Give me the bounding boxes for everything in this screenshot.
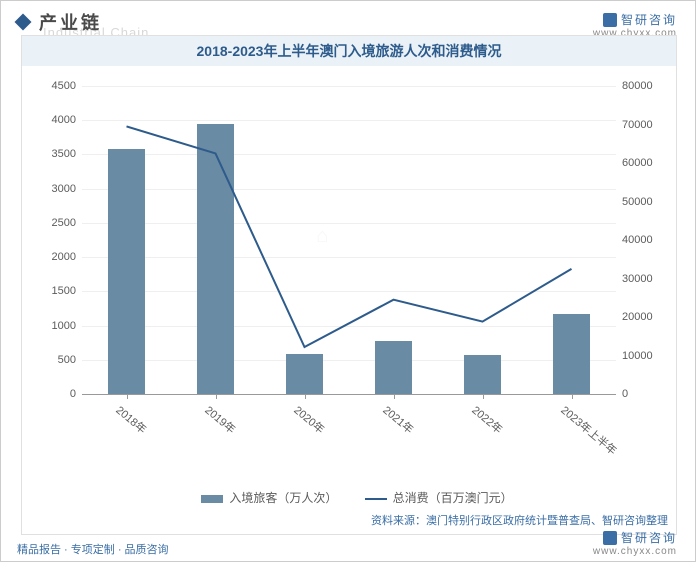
y-left-tick: 1000 [52, 320, 76, 332]
y-right-tick: 30000 [622, 273, 653, 285]
y-left-tick: 500 [58, 354, 76, 366]
y-left-tick: 4500 [52, 80, 76, 92]
legend-line-label: 总消费（百万澳门元） [393, 491, 513, 505]
legend: 入境旅客（万人次） 总消费（百万澳门元） [22, 489, 676, 506]
y-left-tick: 1500 [52, 285, 76, 297]
y-left-tick: 3000 [52, 183, 76, 195]
x-category-label: 2018年 [123, 402, 150, 425]
line-series [127, 126, 572, 347]
y-right-tick: 10000 [622, 350, 653, 362]
source-text: 资料来源：澳门特别行政区政府统计暨普查局、智研咨询整理 [371, 512, 668, 528]
legend-bar-label: 入境旅客（万人次） [229, 491, 337, 505]
header-diamond-icon [15, 14, 32, 31]
x-category-label: 2020年 [301, 402, 328, 425]
brand-icon-br [603, 531, 617, 545]
y-right-tick: 20000 [622, 311, 653, 323]
logo-bottom-right: 智研咨询 www.chyxx.com [593, 529, 677, 557]
x-category-label: 2021年 [390, 402, 417, 425]
y-right-tick: 80000 [622, 80, 653, 92]
legend-line-swatch [365, 498, 387, 500]
y-left-tick: 4000 [52, 114, 76, 126]
brand-domain-br: www.chyxx.com [593, 546, 677, 557]
x-category-label: 2019年 [212, 402, 239, 425]
y-right-tick: 50000 [622, 196, 653, 208]
brand-name-tr: 智研咨询 [621, 11, 677, 28]
y-left-tick: 2500 [52, 217, 76, 229]
x-category-label: 2023年上半年 [568, 402, 620, 446]
y-right-tick: 70000 [622, 119, 653, 131]
y-right-tick: 40000 [622, 234, 653, 246]
chart-title: 2018-2023年上半年澳门入境旅游人次和消费情况 [22, 36, 676, 66]
legend-bar-swatch [201, 495, 223, 503]
y-right-tick: 60000 [622, 157, 653, 169]
plot-area: 0500100015002000250030003500400045000100… [82, 86, 616, 394]
chart-container: 2018-2023年上半年澳门入境旅游人次和消费情况 ⌂ 05001000150… [21, 35, 677, 535]
y-right-tick: 0 [622, 388, 628, 400]
brand-icon [603, 13, 617, 27]
x-category-label: 2022年 [479, 402, 506, 425]
brand-name-br: 智研咨询 [621, 529, 677, 546]
y-left-tick: 2000 [52, 251, 76, 263]
y-left-tick: 3500 [52, 148, 76, 160]
footer-tagline: 精品报告 · 专项定制 · 品质咨询 [17, 541, 169, 557]
y-left-tick: 0 [70, 388, 76, 400]
